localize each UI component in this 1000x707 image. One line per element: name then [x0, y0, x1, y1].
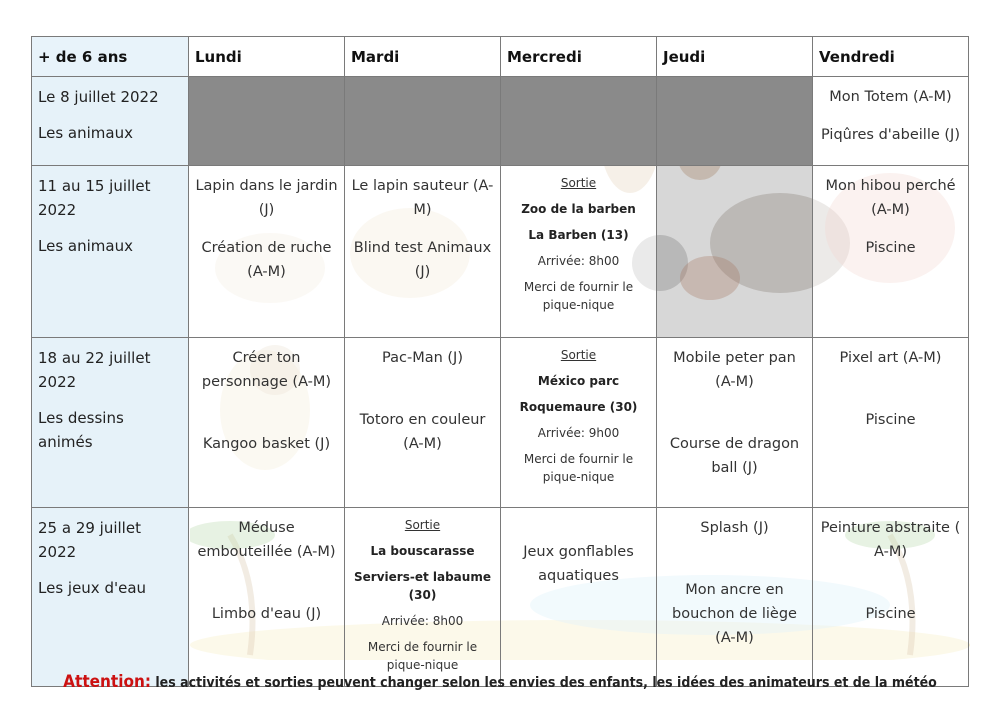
activity: Limbo d'eau (J): [211, 606, 322, 622]
activity: Le lapin sauteur (A-M): [351, 178, 494, 218]
empty-cell: [656, 76, 813, 166]
activity: Créer ton personnage (A-M): [201, 350, 332, 390]
age-group-header: + de 6 ans: [31, 36, 189, 77]
activity-cell: Le lapin sauteur (A-M) Blind test Animau…: [344, 165, 501, 338]
week-date: Le 8 juillet 2022: [38, 88, 159, 106]
week-theme: Les animaux: [38, 237, 133, 255]
outing-city: Serviers-et labaume (30): [354, 570, 491, 602]
activity: Kangoo basket (J): [202, 436, 331, 452]
outing-place: Zoo de la barben: [521, 202, 636, 216]
outing-arrival: Arrivée: 8h00: [381, 614, 464, 628]
activity: Mon ancre en bouchon de liège (A-M): [672, 582, 797, 646]
empty-cell: [344, 76, 501, 166]
outing-note: Merci de fournir le pique-nique: [523, 452, 634, 484]
activity-cell: Jeux gonflables aquatiques: [500, 507, 657, 687]
footer-warning: Attention: les activités et sorties peuv…: [0, 672, 1000, 692]
activity: Mon Totem (A-M): [829, 89, 952, 105]
empty-cell: [188, 76, 345, 166]
outing-place: México parc: [537, 374, 620, 388]
week-theme: Les animaux: [38, 124, 133, 142]
empty-cell: [656, 165, 813, 338]
table-row: Le 8 juillet 2022 Les animaux Mon Totem …: [31, 76, 969, 166]
activity: Blind test Animaux (J): [353, 240, 492, 280]
week-cell: 25 a 29 juillet 2022 Les jeux d'eau: [31, 507, 189, 687]
outing-label: Sortie: [404, 518, 441, 532]
activity-cell: Peinture abstraite ( A-M) Piscine: [812, 507, 969, 687]
activity-cell: Pixel art (A-M) Piscine: [812, 337, 969, 508]
week-cell: Le 8 juillet 2022 Les animaux: [31, 76, 189, 166]
outing-arrival: Arrivée: 8h00: [537, 254, 620, 268]
week-date: 18 au 22 juillet 2022: [38, 349, 151, 391]
week-cell: 11 au 15 juillet 2022 Les animaux: [31, 165, 189, 338]
outing-label: Sortie: [560, 348, 597, 362]
activity-cell: Lapin dans le jardin (J) Création de ruc…: [188, 165, 345, 338]
day-header-thursday: Jeudi: [656, 36, 813, 77]
outing-cell: Sortie Zoo de la barben La Barben (13) A…: [500, 165, 657, 338]
activity: Piqûres d'abeille (J): [821, 127, 960, 143]
table-row: 25 a 29 juillet 2022 Les jeux d'eau Médu…: [31, 507, 969, 687]
activity: Création de ruche (A-M): [201, 240, 332, 280]
week-theme: Les jeux d'eau: [38, 579, 147, 597]
outing-cell: Sortie México parc Roquemaure (30) Arriv…: [500, 337, 657, 508]
activity: Jeux gonflables aquatiques: [523, 544, 634, 584]
day-header-wednesday: Mercredi: [500, 36, 657, 77]
outing-place: La bouscarasse: [370, 544, 475, 558]
outing-note: Merci de fournir le pique-nique: [367, 640, 478, 672]
activity: Peinture abstraite ( A-M): [820, 520, 961, 560]
activity: Pixel art (A-M): [839, 350, 942, 366]
outing-city: La Barben (13): [528, 228, 629, 242]
activity: Totoro en couleur (A-M): [359, 412, 486, 452]
attention-label: Attention:: [63, 672, 151, 692]
day-header-monday: Lundi: [188, 36, 345, 77]
activity-cell: Méduse embouteillée (A-M) Limbo d'eau (J…: [188, 507, 345, 687]
activity-cell: Créer ton personnage (A-M) Kangoo basket…: [188, 337, 345, 508]
activity-cell: Splash (J) Mon ancre en bouchon de liège…: [656, 507, 813, 687]
weekly-planning-table: + de 6 ans Lundi Mardi Mercredi Jeudi Ve…: [31, 36, 969, 687]
outing-city: Roquemaure (30): [519, 400, 638, 414]
activity: Course de dragon ball (J): [669, 436, 800, 476]
outing-arrival: Arrivée: 9h00: [537, 426, 620, 440]
activity: Piscine: [865, 606, 916, 622]
week-theme: Les dessins animés: [38, 409, 124, 451]
activity: Méduse embouteillée (A-M): [197, 520, 336, 560]
week-date: 25 a 29 juillet 2022: [38, 519, 141, 561]
week-cell: 18 au 22 juillet 2022 Les dessins animés: [31, 337, 189, 508]
day-header-friday: Vendredi: [812, 36, 969, 77]
activity: Piscine: [865, 412, 916, 428]
activity: Mon hibou perché (A-M): [825, 178, 956, 218]
outing-label: Sortie: [560, 176, 597, 190]
activity: Splash (J): [700, 520, 769, 536]
outing-cell: Sortie La bouscarasse Serviers-et labaum…: [344, 507, 501, 687]
activity-cell: Pac-Man (J) Totoro en couleur (A-M): [344, 337, 501, 508]
warning-text: les activités et sorties peuvent changer…: [150, 675, 937, 691]
activity-cell: Mon hibou perché (A-M) Piscine: [812, 165, 969, 338]
activity: Pac-Man (J): [382, 350, 463, 366]
activity: Lapin dans le jardin (J): [195, 178, 338, 218]
table-header-row: + de 6 ans Lundi Mardi Mercredi Jeudi Ve…: [31, 36, 969, 77]
activity: Mobile peter pan (A-M): [673, 350, 796, 390]
day-header-tuesday: Mardi: [344, 36, 501, 77]
activity: Piscine: [865, 240, 916, 256]
activity-cell: Mon Totem (A-M) Piqûres d'abeille (J): [812, 76, 969, 166]
week-date: 11 au 15 juillet 2022: [38, 177, 151, 219]
outing-note: Merci de fournir le pique-nique: [523, 280, 634, 312]
activity-cell: Mobile peter pan (A-M) Course de dragon …: [656, 337, 813, 508]
table-row: 18 au 22 juillet 2022 Les dessins animés…: [31, 337, 969, 508]
empty-cell: [500, 76, 657, 166]
table-row: 11 au 15 juillet 2022 Les animaux Lapin …: [31, 165, 969, 338]
